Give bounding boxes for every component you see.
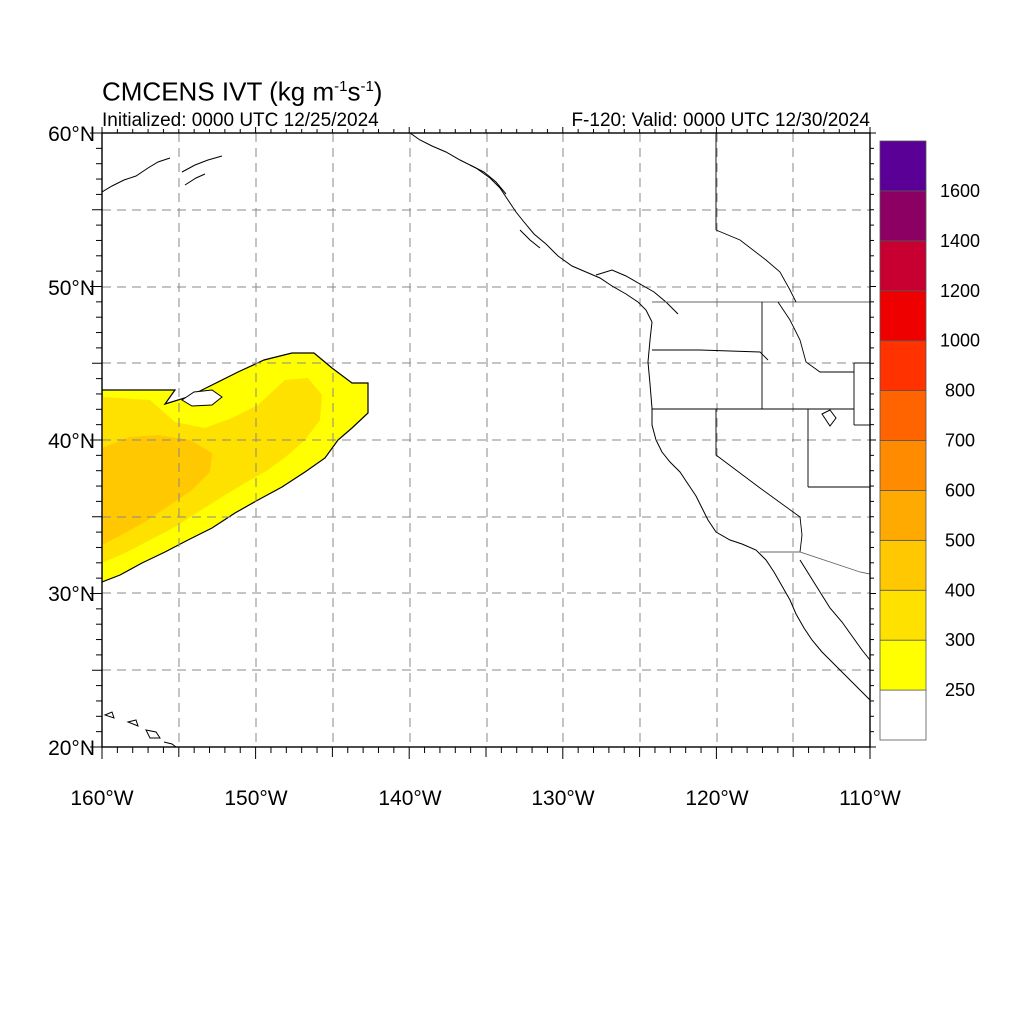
colorbar: 250 300 400 500 600 700 800 1000 1200 1400 1600: [879, 140, 980, 741]
colorbar-label: 400: [945, 580, 975, 600]
colorbar-swatch: [879, 539, 927, 591]
colorbar-swatch: [879, 490, 927, 541]
ivt-contour-300: [102, 378, 322, 563]
colorbar-label: 250: [945, 680, 975, 700]
colorbar-swatch: [879, 190, 927, 242]
colorbar-label: 1200: [940, 281, 980, 301]
lat-label-60n: 60°N: [48, 123, 95, 146]
colorbar-swatch: [879, 689, 927, 741]
lon-label-140w: 140°W: [378, 787, 441, 810]
colorbar-label: 1600: [940, 181, 980, 201]
init-time-label: Initialized: 0000 UTC 12/25/2024: [102, 110, 379, 131]
ivt-shading: [102, 352, 369, 583]
state-borders: [652, 133, 870, 575]
colorbar-label: 700: [945, 431, 975, 451]
colorbar-label: 300: [945, 630, 975, 650]
axis-ticks: [90, 127, 876, 759]
lat-label-20n: 20°N: [48, 737, 95, 760]
lon-label-150w: 150°W: [224, 787, 287, 810]
colorbar-label: 800: [945, 381, 975, 401]
colorbar-swatch: [879, 390, 927, 441]
lat-label-50n: 50°N: [48, 277, 95, 300]
lat-axis-labels: 20°N 30°N 40°N 50°N 60°N: [48, 123, 95, 760]
colorbar-swatch: [879, 440, 927, 491]
lon-label-130w: 130°W: [531, 787, 594, 810]
colorbar-swatch: [879, 589, 927, 641]
ivt-contour-400: [102, 435, 212, 545]
colorbar-swatch: [879, 639, 927, 691]
lon-label-160w: 160°W: [70, 787, 133, 810]
ivt-hole: [181, 389, 223, 407]
coastlines: [102, 133, 870, 747]
lat-label-40n: 40°N: [48, 430, 95, 453]
colorbar-label: 600: [945, 480, 975, 500]
colorbar-swatch: [879, 340, 927, 391]
colorbar-swatch: [879, 140, 927, 192]
graticule: [102, 133, 870, 747]
valid-time-label: F-120: Valid: 0000 UTC 12/30/2024: [571, 110, 870, 131]
colorbar-label: 1400: [940, 231, 980, 251]
colorbar-label: 500: [945, 530, 975, 550]
colorbar-label: 1000: [940, 331, 980, 351]
chart-title: CMCENS IVT (kg m-1s-1): [102, 76, 383, 107]
colorbar-swatch: [879, 240, 927, 292]
lon-label-110w: 110°W: [839, 787, 901, 810]
colorbar-swatch: [879, 290, 927, 342]
lon-axis-labels: 160°W 150°W 140°W 130°W 120°W 110°W: [70, 787, 901, 810]
lat-label-30n: 30°N: [48, 583, 95, 606]
lon-label-120w: 120°W: [685, 787, 748, 810]
